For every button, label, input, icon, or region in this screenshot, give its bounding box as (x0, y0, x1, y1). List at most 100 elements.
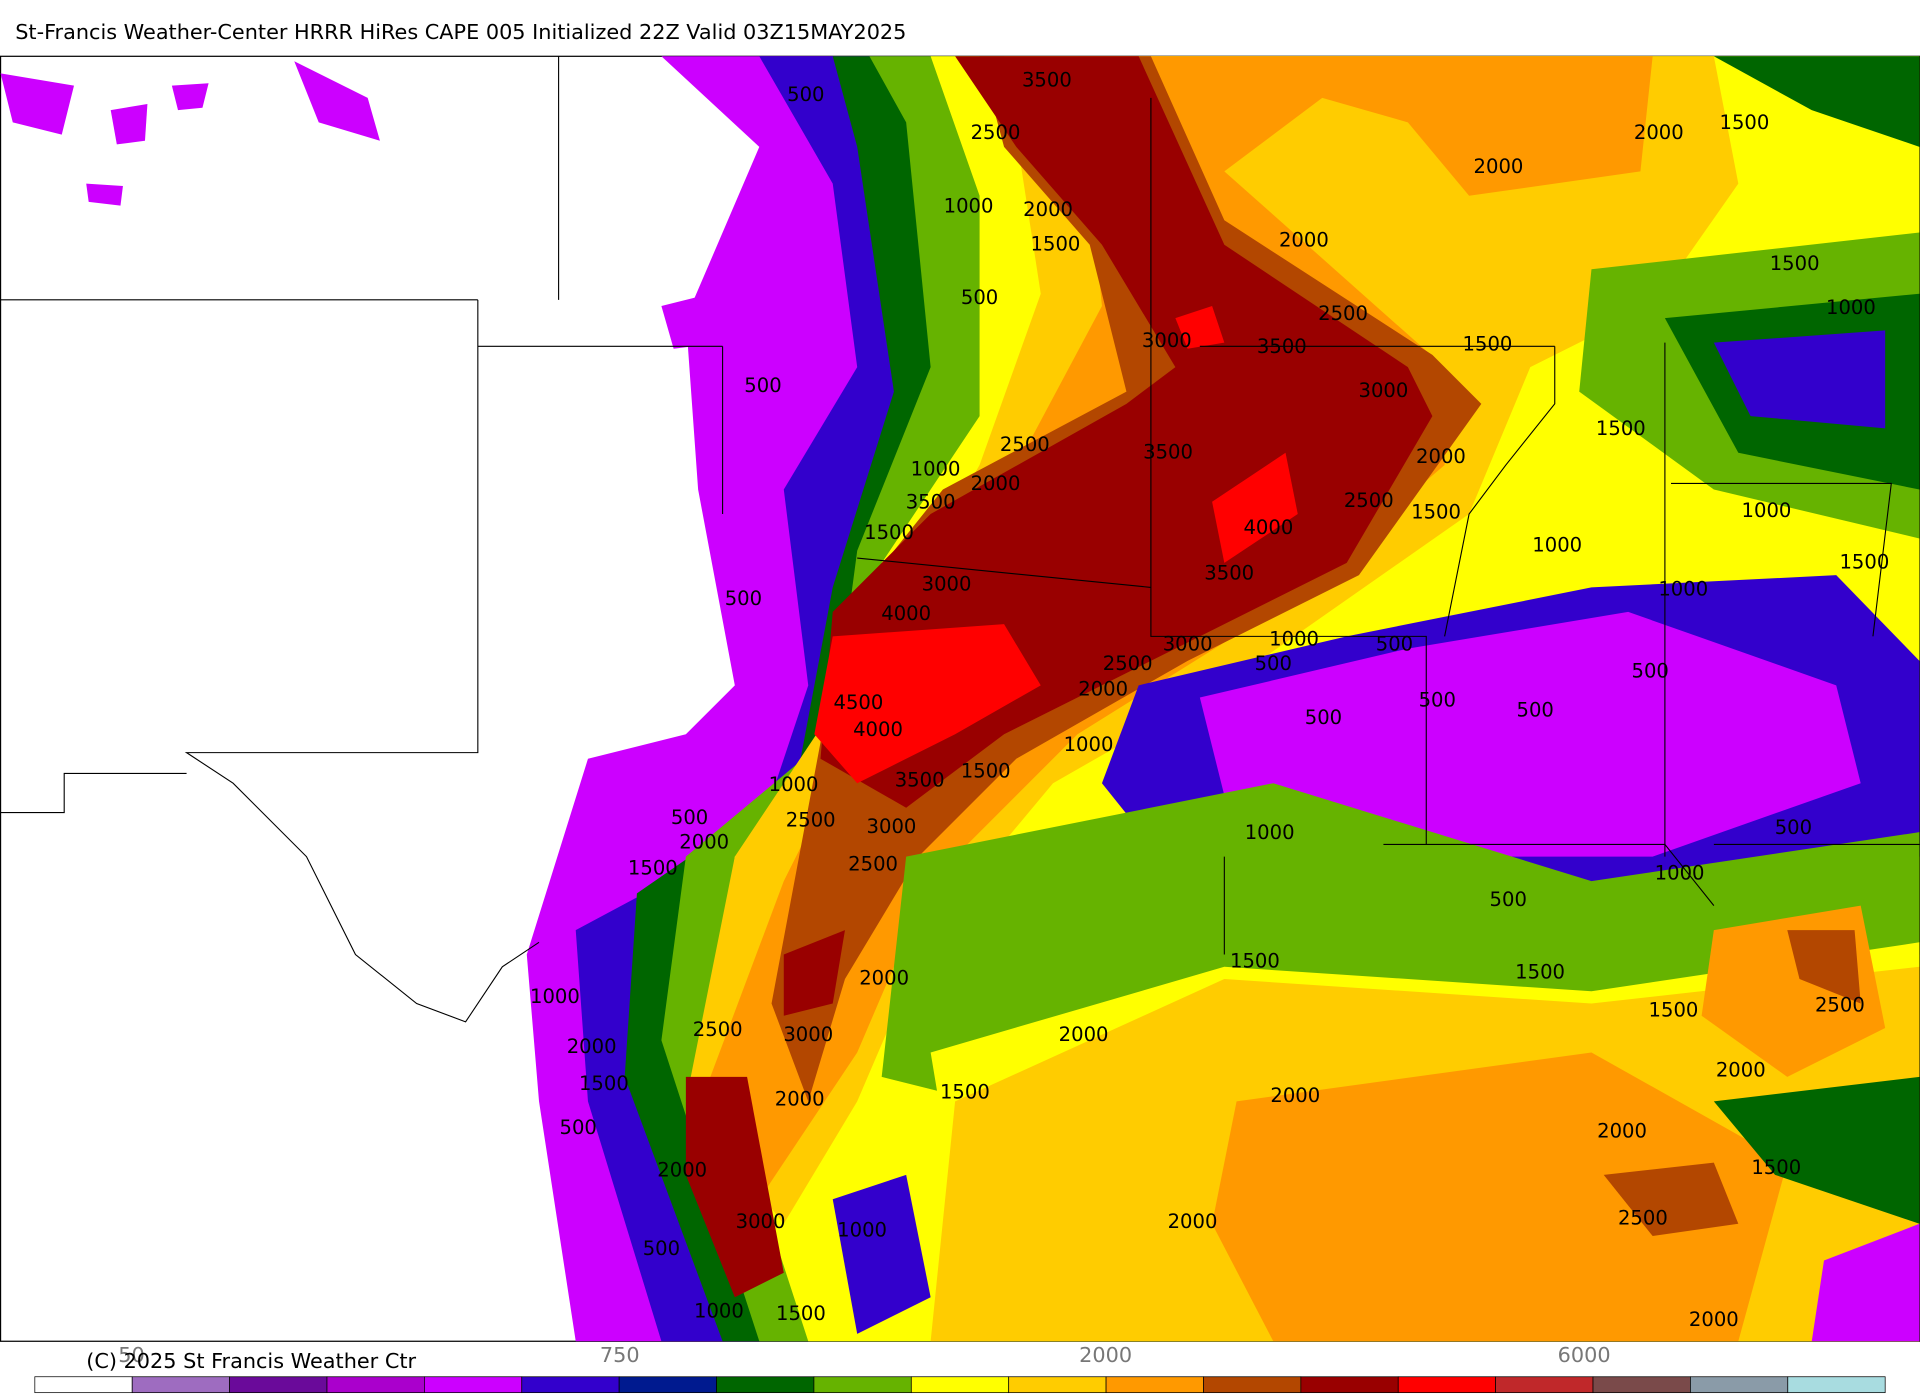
contour-label: 500 (787, 83, 824, 106)
contour-label: 1000 (1742, 499, 1792, 522)
contour-label: 2500 (971, 121, 1021, 144)
contour-label: 4000 (1243, 516, 1293, 539)
contour-label: 2000 (1597, 1119, 1647, 1142)
contour-label: 1500 (1031, 232, 1081, 255)
colorbar-swatch (1495, 1376, 1594, 1394)
colorbar-swatch (131, 1376, 230, 1394)
contour-label: 1500 (1596, 417, 1646, 440)
contour-label: 2000 (1416, 445, 1466, 468)
contour-label: 500 (725, 587, 762, 610)
contour-label: 1500 (1839, 550, 1889, 573)
contour-label: 2000 (971, 472, 1021, 495)
contour-label: 500 (961, 286, 998, 309)
contour-label: 500 (1490, 888, 1527, 911)
contour-label: 3500 (895, 768, 945, 791)
map (0, 55, 1920, 1342)
contour-label: 3500 (906, 490, 956, 513)
contour-label: 3000 (922, 572, 972, 595)
contour-label: 3000 (783, 1023, 833, 1046)
contour-label: 1500 (1515, 960, 1565, 983)
contour-label: 2000 (657, 1159, 707, 1182)
contour-label: 1500 (579, 1072, 629, 1095)
contour-label: 2500 (1000, 433, 1050, 456)
contour-label: 500 (671, 806, 708, 829)
contour-label: 1500 (1751, 1156, 1801, 1179)
contour-label: 1000 (837, 1219, 887, 1242)
contour-label: 3500 (1257, 335, 1307, 358)
contour-label: 3000 (1163, 632, 1213, 655)
colorbar-swatch (521, 1376, 620, 1394)
contour-label: 2000 (775, 1088, 825, 1111)
colorbar: 50 750 2000 6000 (34, 1343, 1886, 1394)
contour-label: 1000 (1269, 628, 1319, 651)
colorbar-swatch (910, 1376, 1010, 1394)
contour-label: 1500 (1770, 252, 1820, 275)
contour-label: 1000 (1826, 296, 1876, 319)
colorbar-swatch (1203, 1376, 1302, 1394)
colorbar-swatch (1105, 1376, 1204, 1394)
contour-label: 2000 (1689, 1308, 1739, 1331)
contour-label: 1500 (961, 760, 1011, 783)
contour-label: 3500 (1022, 68, 1072, 91)
contour-label: 2000 (679, 831, 729, 854)
colorbar-swatch (618, 1376, 717, 1394)
contour-label: 2500 (786, 809, 836, 832)
contour-label: 3000 (867, 815, 917, 838)
colorbar-swatch (1397, 1376, 1496, 1394)
contour-label: 3000 (1142, 329, 1192, 352)
contour-label: 2000 (1716, 1058, 1766, 1081)
contour-label: 500 (1305, 706, 1342, 729)
contour-label: 1500 (628, 856, 678, 879)
contour-label: 1500 (1649, 998, 1699, 1021)
colorbar-swatch (716, 1376, 815, 1394)
colorbar-swatch (229, 1376, 328, 1394)
contour-label: 2000 (1474, 155, 1524, 178)
contour-label: 2000 (1270, 1084, 1320, 1107)
contour-label: 2500 (848, 853, 898, 876)
colorbar-swatch (1690, 1376, 1789, 1394)
colorbar-swatch (1300, 1376, 1399, 1394)
colorbar-swatch (326, 1376, 425, 1394)
contour-label: 2000 (567, 1035, 617, 1058)
contour-label: 2500 (1318, 302, 1368, 325)
contour-label: 1000 (530, 985, 580, 1008)
contour-label: 3500 (1143, 440, 1193, 463)
contour-label: 2500 (1815, 993, 1865, 1016)
contour-label: 2500 (693, 1018, 743, 1041)
contour-label: 1000 (1532, 533, 1582, 556)
contour-label: 1500 (776, 1302, 826, 1325)
contour-label: 500 (559, 1116, 596, 1139)
contour-label: 500 (1255, 652, 1292, 675)
contour-label: 4500 (834, 691, 884, 714)
contour-label: 1500 (1230, 949, 1280, 972)
contour-label: 1000 (694, 1299, 744, 1322)
contour-label: 2000 (1634, 121, 1684, 144)
contour-label: 1000 (1245, 821, 1295, 844)
contour-label: 500 (1632, 659, 1669, 682)
colorbar-swatch (1592, 1376, 1691, 1394)
contour-label: 500 (1376, 632, 1413, 655)
colorbar-label: 6000 (1558, 1343, 1611, 1367)
contour-label: 3500 (1204, 561, 1254, 584)
contour-label: 3000 (736, 1210, 786, 1233)
contour-label: 4000 (881, 602, 931, 625)
colorbar-swatch (813, 1376, 912, 1394)
contour-label: 2500 (1103, 652, 1153, 675)
title: St-Francis Weather-Center HRRR HiRes CAP… (15, 20, 906, 44)
contour-label: 1000 (769, 773, 819, 796)
colorbar-swatch (1008, 1376, 1107, 1394)
contour-label: 1500 (940, 1080, 990, 1103)
contour-label: 1000 (1658, 577, 1708, 600)
contour-label: 500 (744, 374, 781, 397)
contour-label: 1500 (1463, 333, 1513, 356)
contour-label: 2000 (1023, 198, 1073, 221)
colorbar-label: 750 (600, 1343, 640, 1367)
contour-label: 1000 (1064, 733, 1114, 756)
contour-label: 1000 (1655, 861, 1705, 884)
contour-label: 2500 (1618, 1206, 1668, 1229)
contour-label: 2500 (1344, 489, 1394, 512)
contour-label: 500 (1419, 689, 1456, 712)
contour-label: 2000 (859, 967, 909, 990)
